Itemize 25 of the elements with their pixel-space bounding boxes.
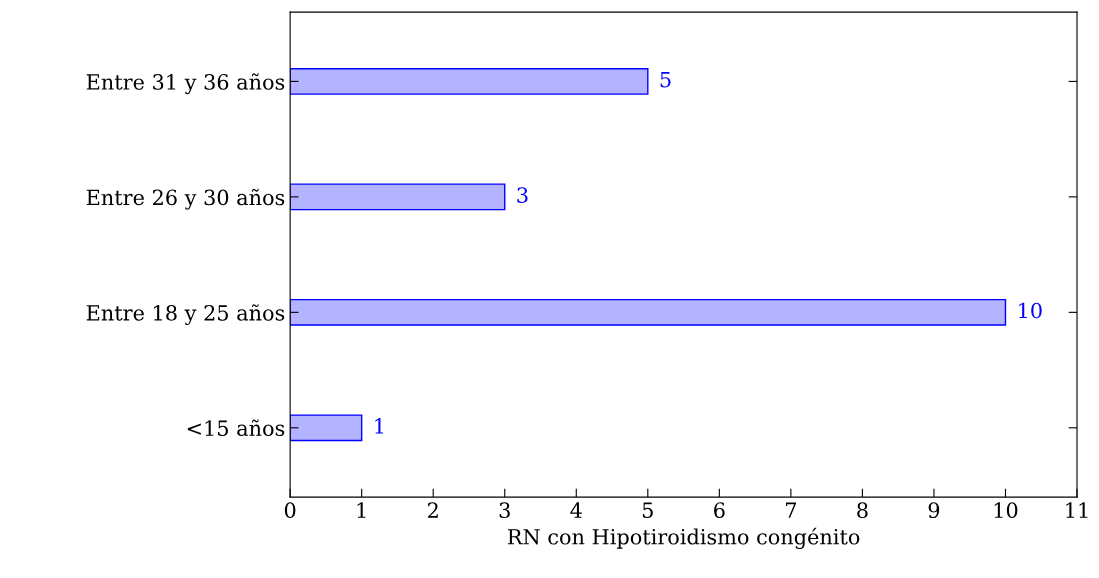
bar [290, 298, 1007, 326]
bar [290, 183, 506, 211]
x-tick-label: 1 [357, 502, 366, 518]
y-tick-label: <15 años [187, 419, 285, 437]
x-tick-label: 2 [427, 502, 438, 518]
x-tick-label: 8 [857, 502, 868, 519]
x-tick-label: 0 [284, 502, 296, 519]
data-label: 3 [517, 187, 528, 203]
y-tick-label: Entre 31 y 36 años [86, 73, 285, 95]
data-label: 1 [375, 418, 384, 434]
x-axis-title: RN con Hipotiroidismo congénito [507, 527, 860, 549]
data-label: 5 [660, 71, 671, 88]
x-tick-label: 9 [928, 502, 940, 519]
bar [290, 68, 649, 95]
x-tick-label: 4 [570, 502, 582, 518]
x-tick-label: 7 [786, 502, 796, 518]
x-tick-label: 5 [642, 502, 653, 519]
x-tick-label: 6 [714, 502, 725, 519]
x-tick-label: 10 [994, 502, 1018, 519]
y-tick-label: Entre 18 y 25 años [86, 304, 285, 326]
y-tick-label: Entre 26 y 30 años [86, 188, 285, 210]
bar [290, 414, 363, 442]
x-tick-label: 11 [1066, 502, 1088, 518]
x-tick-label: 3 [499, 502, 510, 519]
data-label: 10 [1019, 302, 1042, 319]
